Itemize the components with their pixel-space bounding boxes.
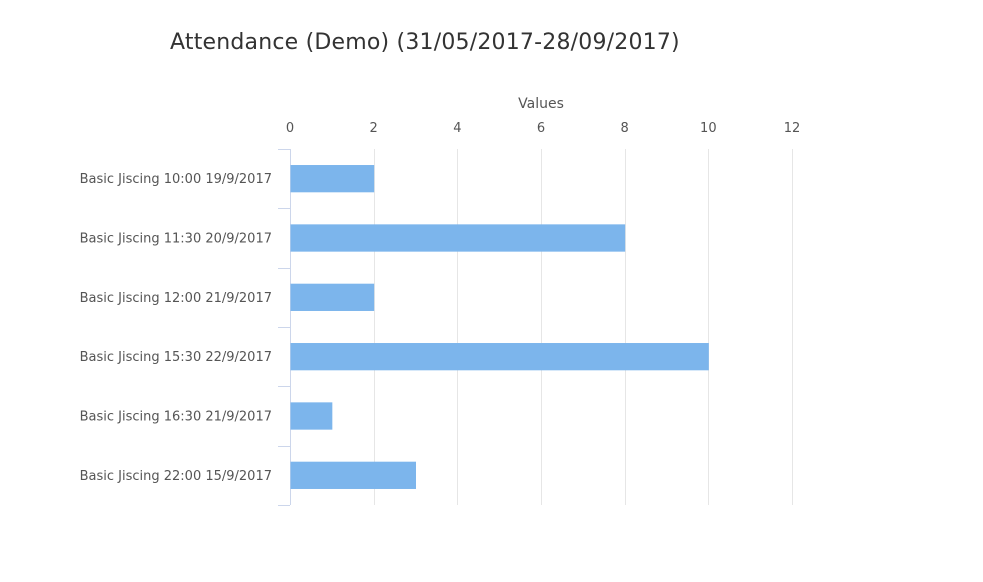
category-label: Basic Jiscing 12:00 21/9/2017 bbox=[80, 291, 272, 306]
value-tick-label: 12 bbox=[784, 121, 801, 136]
value-axis-title: Values bbox=[518, 96, 564, 112]
bar[interactable] bbox=[290, 283, 375, 311]
bar[interactable] bbox=[290, 224, 626, 252]
value-tick-label: 10 bbox=[700, 121, 717, 136]
bar[interactable] bbox=[290, 402, 333, 430]
bar[interactable] bbox=[290, 165, 375, 193]
bar[interactable] bbox=[290, 461, 417, 489]
value-tick-label: 0 bbox=[286, 121, 294, 136]
category-label: Basic Jiscing 22:00 15/9/2017 bbox=[80, 469, 272, 484]
value-tick-label: 2 bbox=[370, 121, 378, 136]
category-labels: Basic Jiscing 10:00 19/9/2017 Basic Jisci… bbox=[80, 172, 272, 484]
category-axis bbox=[278, 149, 291, 506]
value-axis-ticks: 0 2 4 6 8 10 12 bbox=[286, 121, 800, 136]
value-tick-label: 6 bbox=[537, 121, 545, 136]
value-tick-label: 8 bbox=[621, 121, 629, 136]
category-label: Basic Jiscing 16:30 21/9/2017 bbox=[80, 410, 272, 425]
category-label: Basic Jiscing 15:30 22/9/2017 bbox=[80, 350, 272, 365]
bar-series bbox=[290, 165, 709, 489]
bar[interactable] bbox=[290, 343, 709, 371]
category-label: Basic Jiscing 10:00 19/9/2017 bbox=[80, 172, 272, 187]
grid-lines bbox=[374, 149, 793, 505]
chart-title: Attendance (Demo) (31/05/2017-28/09/2017… bbox=[170, 30, 680, 55]
value-tick-label: 4 bbox=[453, 121, 461, 136]
category-label: Basic Jiscing 11:30 20/9/2017 bbox=[80, 232, 272, 247]
